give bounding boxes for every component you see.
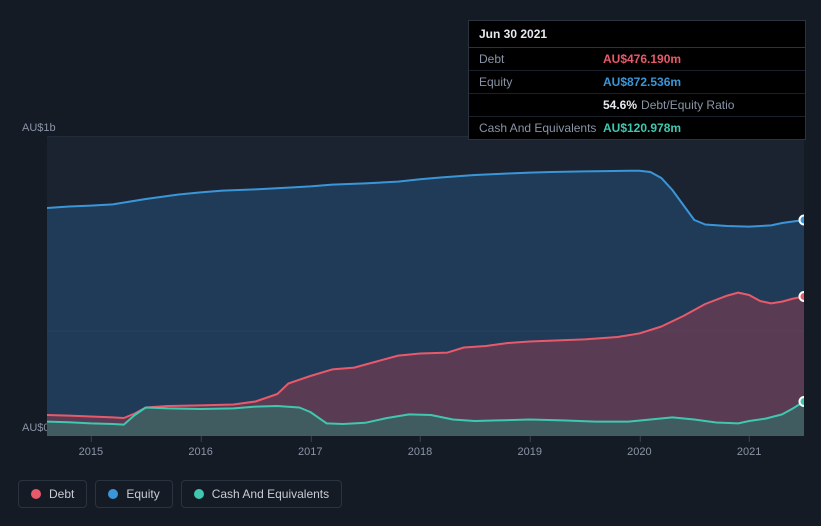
tooltip-row: EquityAU$872.536m bbox=[469, 71, 805, 94]
tooltip-row-label: Debt bbox=[479, 52, 603, 66]
chart-tooltip: Jun 30 2021 DebtAU$476.190mEquityAU$872.… bbox=[468, 20, 806, 140]
tooltip-row-value: AU$120.978m bbox=[603, 121, 681, 135]
tooltip-row-value: AU$476.190m bbox=[603, 52, 681, 66]
y-axis-label-min: AU$0 bbox=[22, 422, 50, 434]
legend-dot-icon bbox=[108, 489, 118, 499]
legend-item-debt[interactable]: Debt bbox=[18, 480, 87, 508]
tooltip-date: Jun 30 2021 bbox=[469, 21, 805, 48]
legend-label: Cash And Equivalents bbox=[212, 487, 329, 501]
x-axis-tick: 2018 bbox=[408, 446, 432, 458]
x-axis-tick: 2019 bbox=[517, 446, 541, 458]
tooltip-row-label: Equity bbox=[479, 75, 603, 89]
legend-dot-icon bbox=[194, 489, 204, 499]
legend-label: Debt bbox=[49, 487, 74, 501]
tooltip-row-label: Cash And Equivalents bbox=[479, 121, 603, 135]
chart-legend: Debt Equity Cash And Equivalents bbox=[18, 480, 342, 508]
y-axis-label-max: AU$1b bbox=[22, 122, 56, 134]
chart-svg bbox=[47, 136, 804, 436]
tooltip-row-suffix: Debt/Equity Ratio bbox=[641, 98, 734, 112]
tooltip-row: Cash And EquivalentsAU$120.978m bbox=[469, 117, 805, 139]
x-axis-tick: 2016 bbox=[188, 446, 212, 458]
financial-history-chart: Jun 30 2021 DebtAU$476.190mEquityAU$872.… bbox=[0, 0, 821, 526]
tooltip-row-value: AU$872.536m bbox=[603, 75, 681, 89]
tooltip-row-label bbox=[479, 98, 603, 112]
x-axis-tick: 2017 bbox=[298, 446, 322, 458]
tooltip-row: DebtAU$476.190m bbox=[469, 48, 805, 71]
legend-item-equity[interactable]: Equity bbox=[95, 480, 172, 508]
legend-dot-icon bbox=[31, 489, 41, 499]
legend-label: Equity bbox=[126, 487, 159, 501]
x-axis-tick: 2015 bbox=[79, 446, 103, 458]
x-axis-tick: 2021 bbox=[737, 446, 761, 458]
x-axis: 2015 2016 2017 2018 2019 2020 2021 bbox=[47, 446, 804, 462]
chart-plot-area[interactable] bbox=[47, 136, 804, 436]
tooltip-row: 54.6%Debt/Equity Ratio bbox=[469, 94, 805, 117]
x-axis-tick: 2020 bbox=[627, 446, 651, 458]
tooltip-row-value: 54.6%Debt/Equity Ratio bbox=[603, 98, 734, 112]
legend-item-cash[interactable]: Cash And Equivalents bbox=[181, 480, 342, 508]
